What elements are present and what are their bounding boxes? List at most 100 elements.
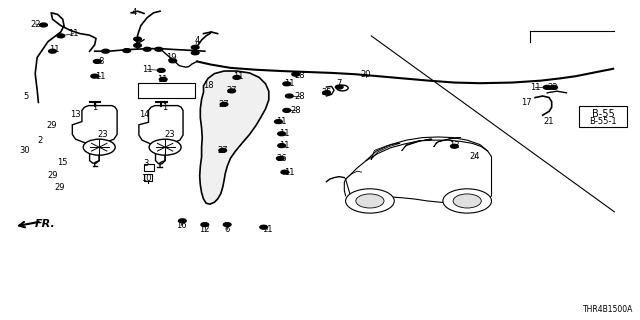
- Text: 28: 28: [294, 92, 305, 100]
- Circle shape: [292, 72, 300, 76]
- Text: 11: 11: [262, 225, 273, 234]
- Circle shape: [134, 44, 141, 47]
- Circle shape: [451, 144, 458, 148]
- Circle shape: [179, 219, 186, 223]
- Text: 5: 5: [23, 92, 28, 101]
- Text: B-55: B-55: [591, 108, 614, 119]
- Text: 1: 1: [92, 103, 97, 112]
- Text: 11: 11: [49, 45, 60, 54]
- Text: 4: 4: [132, 8, 137, 17]
- Circle shape: [102, 49, 109, 53]
- Polygon shape: [200, 71, 269, 204]
- Text: 16: 16: [176, 221, 186, 230]
- Circle shape: [169, 59, 177, 63]
- Circle shape: [285, 94, 293, 98]
- Text: 14: 14: [139, 110, 149, 119]
- Text: 28: 28: [291, 106, 301, 115]
- Text: 19: 19: [166, 53, 177, 62]
- Circle shape: [155, 47, 163, 51]
- Circle shape: [49, 49, 56, 53]
- Circle shape: [134, 37, 141, 41]
- Circle shape: [275, 120, 282, 124]
- FancyBboxPatch shape: [144, 164, 154, 171]
- FancyBboxPatch shape: [144, 174, 152, 181]
- Circle shape: [220, 102, 228, 106]
- Text: 11: 11: [68, 29, 79, 38]
- Text: FR.: FR.: [35, 219, 56, 229]
- Text: 11: 11: [280, 129, 290, 138]
- Circle shape: [281, 170, 289, 174]
- Circle shape: [228, 89, 236, 93]
- Text: 22: 22: [547, 83, 557, 92]
- Circle shape: [143, 47, 151, 51]
- Text: 17: 17: [521, 98, 531, 107]
- Circle shape: [40, 23, 47, 27]
- Text: 11: 11: [280, 141, 290, 150]
- Text: B-55-1: B-55-1: [589, 117, 617, 126]
- Circle shape: [550, 85, 557, 89]
- Polygon shape: [139, 106, 183, 164]
- Circle shape: [83, 139, 115, 155]
- Circle shape: [149, 139, 181, 155]
- Text: 11: 11: [157, 75, 167, 84]
- Circle shape: [356, 194, 384, 208]
- Text: 29: 29: [47, 171, 58, 180]
- Text: 11: 11: [233, 72, 243, 81]
- Text: 28: 28: [294, 71, 305, 80]
- Circle shape: [453, 194, 481, 208]
- Text: 27: 27: [219, 100, 229, 108]
- Circle shape: [123, 49, 131, 52]
- Circle shape: [201, 223, 209, 227]
- Circle shape: [191, 45, 199, 49]
- Text: 26: 26: [276, 154, 287, 163]
- FancyBboxPatch shape: [579, 106, 627, 127]
- Circle shape: [335, 85, 343, 89]
- Text: 27: 27: [227, 86, 237, 95]
- Text: 18: 18: [203, 81, 213, 90]
- Text: 21: 21: [544, 117, 554, 126]
- Text: 10: 10: [141, 174, 151, 183]
- Text: 23: 23: [97, 130, 108, 139]
- Text: THR4B1500A: THR4B1500A: [583, 305, 634, 314]
- Text: 29: 29: [46, 121, 56, 130]
- Text: 12: 12: [200, 225, 210, 234]
- Circle shape: [276, 156, 284, 160]
- Text: 9: 9: [134, 37, 139, 46]
- Text: 23: 23: [164, 130, 175, 139]
- Text: 24: 24: [470, 152, 480, 161]
- Text: 27: 27: [218, 146, 228, 155]
- Text: 15: 15: [58, 158, 68, 167]
- Text: 11: 11: [95, 72, 106, 81]
- Polygon shape: [72, 106, 117, 163]
- Text: 30: 30: [19, 146, 29, 155]
- Text: 2: 2: [37, 136, 42, 145]
- Text: 3: 3: [143, 159, 148, 168]
- Text: 11: 11: [530, 83, 540, 92]
- Text: 1: 1: [163, 103, 168, 112]
- Circle shape: [323, 91, 330, 95]
- Text: 12: 12: [449, 141, 460, 150]
- Text: 6: 6: [225, 225, 230, 234]
- Text: 11: 11: [276, 117, 287, 126]
- Text: 22: 22: [30, 20, 40, 28]
- Circle shape: [91, 74, 99, 78]
- Circle shape: [278, 144, 285, 148]
- Circle shape: [93, 60, 101, 63]
- Circle shape: [283, 108, 291, 112]
- Text: 7: 7: [337, 79, 342, 88]
- Circle shape: [283, 82, 291, 86]
- Circle shape: [337, 85, 348, 91]
- Circle shape: [543, 85, 551, 89]
- Circle shape: [233, 76, 241, 79]
- Text: 11: 11: [284, 168, 294, 177]
- Circle shape: [223, 223, 231, 227]
- Circle shape: [260, 225, 268, 229]
- Text: 4: 4: [195, 36, 200, 45]
- Text: 11: 11: [284, 79, 294, 88]
- Circle shape: [443, 189, 492, 213]
- Text: 20: 20: [361, 70, 371, 79]
- Circle shape: [278, 132, 285, 136]
- Text: 29: 29: [54, 183, 65, 192]
- Circle shape: [57, 34, 65, 38]
- Text: 13: 13: [70, 110, 81, 119]
